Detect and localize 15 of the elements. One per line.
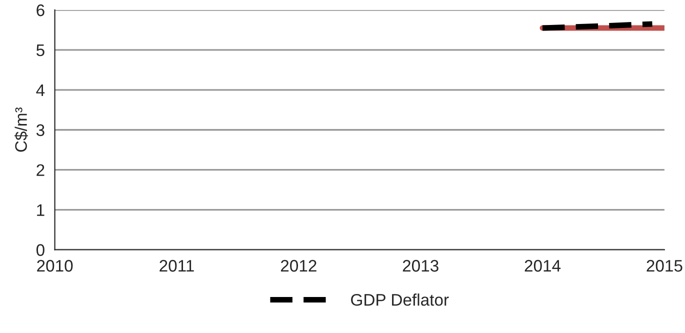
x-tick-label: 2010 [37,260,73,272]
x-tick-label: 2012 [280,260,316,272]
legend-label: GDP Deflator [351,294,449,306]
x-tick-label: 2015 [646,260,682,272]
y-tick-label: 4 [36,84,45,96]
y-tick-label: 3 [36,124,44,136]
y-tick-label: 0 [36,244,44,256]
y-tick-label: 6 [36,4,44,16]
x-tick-label: 2014 [524,260,561,272]
y-tick-label: 1 [37,204,44,216]
y-tick-label: 2 [36,164,44,176]
y-tick-label: 5 [36,44,44,56]
x-tick-label: 2011 [160,260,194,272]
y-axis-title: C$/m³ [14,108,28,152]
x-tick-label: 2013 [402,260,438,272]
